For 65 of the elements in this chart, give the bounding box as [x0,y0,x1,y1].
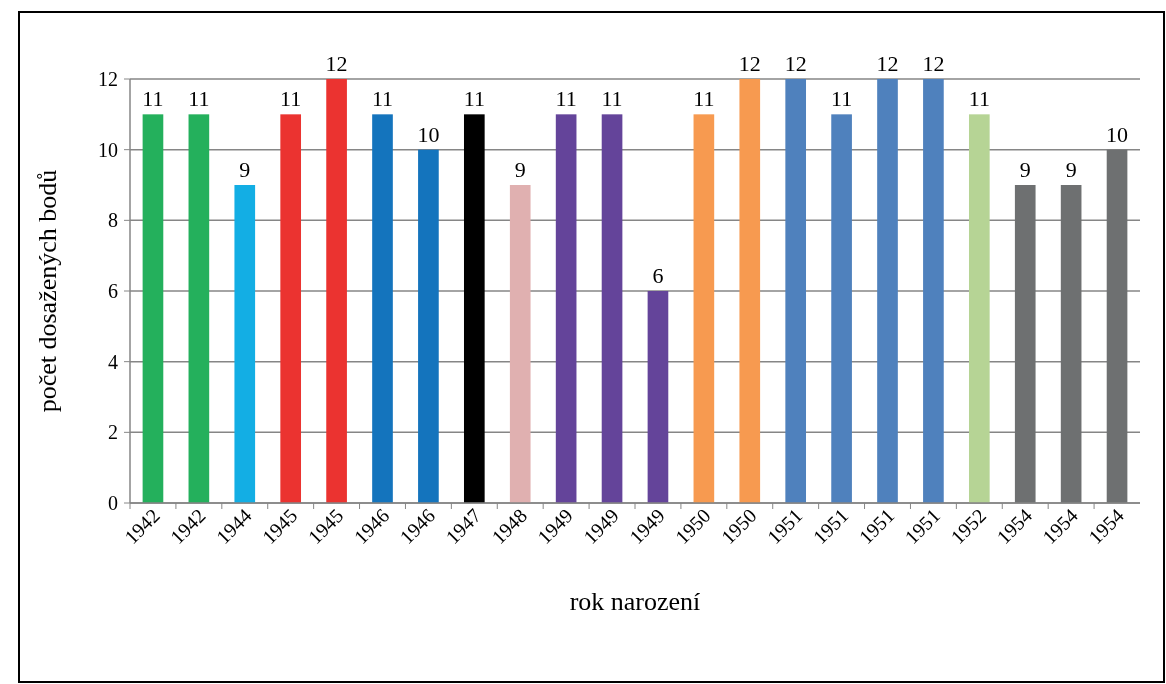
bar [188,114,210,503]
data-label: 12 [784,51,807,76]
bar [555,114,577,503]
data-label: 9 [239,157,251,182]
bar [463,114,485,503]
x-tick-label: 1951 [762,504,807,549]
bar [234,185,256,503]
bar [1014,185,1036,503]
data-label: 12 [738,51,761,76]
x-tick-label: 1942 [119,504,164,549]
data-label: 12 [922,51,945,76]
x-tick-label: 1949 [533,504,577,549]
data-label: 11 [280,86,302,112]
bar [739,79,761,503]
bar [418,149,439,503]
bar [1060,185,1082,503]
x-tick-label: 1951 [900,504,945,549]
bar [372,114,393,503]
data-label: 9 [1019,157,1031,182]
bar [923,79,944,503]
bar [1106,149,1128,503]
x-tick-label: 1949 [624,504,669,549]
x-axis-title: rok narození [569,587,701,616]
data-label: 11 [968,86,990,112]
data-label: 11 [555,86,577,112]
data-label: 10 [417,121,440,147]
y-axis-title: počet dosažených bodů [33,169,62,413]
data-label: 11 [601,86,623,112]
data-label: 12 [876,51,899,76]
data-label: 11 [693,86,715,112]
data-label: 11 [371,86,394,112]
y-tick-label: 4 [108,350,118,373]
data-label: 12 [325,51,348,76]
bar [785,79,807,503]
bar [877,79,898,503]
x-tick-label: 1951 [808,504,853,549]
bar [142,114,164,503]
bar [280,114,302,503]
x-tick-label: 1942 [165,504,210,549]
y-tick-label: 12 [98,68,118,90]
data-label: 11 [463,86,485,112]
bar [326,79,347,503]
x-tick-label: 1949 [579,504,623,549]
y-tick-label: 2 [108,421,118,444]
data-label: 6 [652,263,664,288]
x-tick-label: 1950 [670,504,715,549]
y-tick-label: 6 [108,280,118,302]
x-tick-label: 1950 [716,504,761,549]
bar [509,185,531,503]
bar [968,114,990,503]
y-tick-label: 8 [108,209,118,232]
bar [601,114,623,503]
data-label: 10 [1106,121,1129,147]
data-label: 11 [831,86,853,112]
data-label: 9 [1065,157,1077,182]
bar [647,291,669,503]
data-label: 11 [188,86,210,112]
x-tick-label: 1952 [946,504,991,549]
y-tick-label: 10 [98,138,118,161]
x-tick-label: 1951 [854,504,899,549]
bar [693,114,715,503]
bar [831,114,852,503]
data-label: 11 [142,86,164,112]
y-tick-label: 0 [108,492,118,514]
data-label: 9 [514,157,526,182]
